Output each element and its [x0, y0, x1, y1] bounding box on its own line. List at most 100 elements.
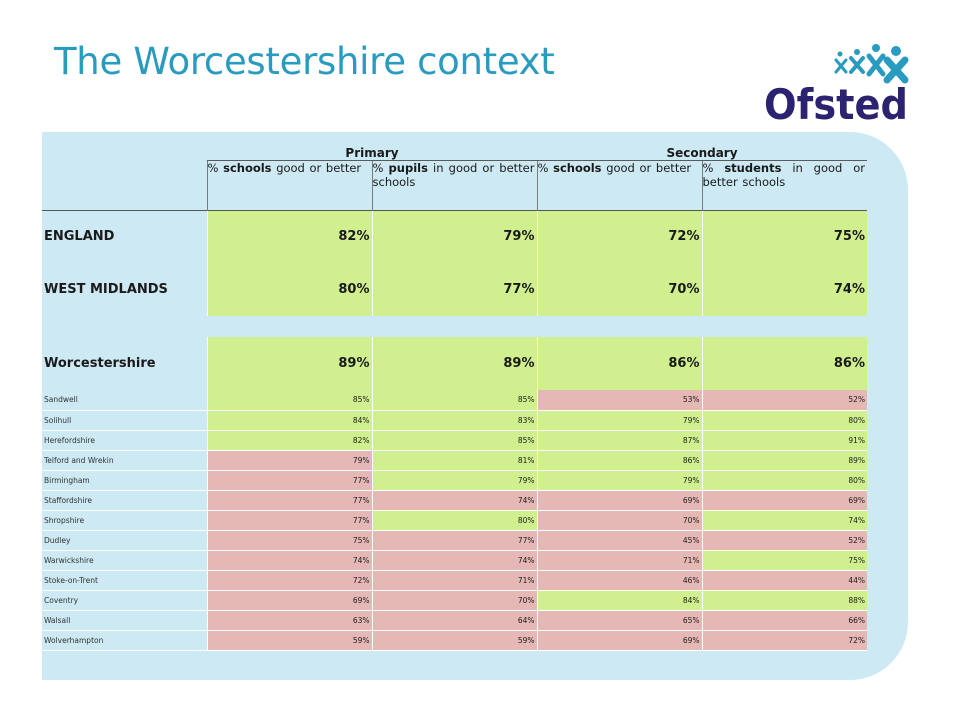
group-primary: Primary	[207, 142, 537, 161]
value-cell: 82%	[206, 209, 372, 263]
value-cell: 46%	[536, 570, 702, 591]
table-row-west-midlands: WEST MIDLANDS 80% 77% 70% 74%	[42, 263, 867, 316]
row-label: Stoke-on-Trent	[42, 570, 207, 591]
value-cell: 79%	[206, 450, 372, 471]
row-label: ENGLAND	[42, 209, 207, 263]
table-row: Solihull 84% 83% 79% 80%	[42, 410, 867, 431]
ofsted-logo: Ofsted	[764, 44, 909, 124]
schools-comparison-table: Primary Secondary % schools good or bett…	[42, 142, 867, 651]
value-cell: 83%	[371, 410, 537, 431]
value-cell: 71%	[536, 550, 702, 571]
value-cell: 89%	[206, 337, 372, 390]
value-cell: 63%	[206, 610, 372, 631]
value-cell: 75%	[206, 530, 372, 551]
value-cell: 69%	[206, 590, 372, 611]
value-cell: 65%	[536, 610, 702, 631]
value-cell: 80%	[701, 470, 867, 491]
value-cell: 52%	[701, 390, 867, 411]
value-cell: 77%	[206, 490, 372, 511]
value-cell: 77%	[371, 530, 537, 551]
value-cell: 69%	[536, 630, 702, 651]
table-row: Herefordshire 82% 85% 87% 91%	[42, 430, 867, 451]
row-label: Warwickshire	[42, 550, 207, 571]
value-cell: 75%	[701, 550, 867, 571]
stars-icon	[834, 44, 909, 84]
value-cell: 59%	[371, 630, 537, 651]
column-header-primary-pupils: % pupils in good or better schools	[371, 160, 537, 210]
value-cell: 86%	[536, 450, 702, 471]
local-authority-rows: Sandwell 85% 85% 53% 52% Solihull 84% 83% 79% 80%…	[42, 390, 867, 651]
page-title: The Worcestershire context	[54, 40, 555, 83]
table-row: Wolverhampton 59% 59% 69% 72%	[42, 630, 867, 651]
table-row: Telford and Wrekin 79% 81% 86% 89%	[42, 450, 867, 471]
table-row: Warwickshire 74% 74% 71% 75%	[42, 550, 867, 571]
value-cell: 74%	[206, 550, 372, 571]
table-row-worcestershire: Worcestershire 89% 89% 86% 86%	[42, 337, 867, 390]
group-secondary: Secondary	[537, 142, 867, 161]
row-label: Shropshire	[42, 510, 207, 531]
value-cell: 80%	[701, 410, 867, 431]
table-row: Stoke-on-Trent 72% 71% 46% 44%	[42, 570, 867, 591]
value-cell: 86%	[536, 337, 702, 390]
value-cell: 45%	[536, 530, 702, 551]
row-label: Sandwell	[42, 390, 207, 411]
value-cell: 70%	[536, 263, 702, 316]
value-cell: 70%	[536, 510, 702, 531]
value-cell: 88%	[701, 590, 867, 611]
row-label: Walsall	[42, 610, 207, 631]
group-header-row: Primary Secondary	[42, 142, 867, 161]
table-row-england: ENGLAND 82% 79% 72% 75%	[42, 209, 867, 263]
value-cell: 85%	[371, 390, 537, 411]
value-cell: 86%	[701, 337, 867, 390]
value-cell: 79%	[371, 470, 537, 491]
table-row: Sandwell 85% 85% 53% 52%	[42, 390, 867, 411]
value-cell: 82%	[206, 430, 372, 451]
spacer-row	[42, 316, 867, 337]
row-label: Solihull	[42, 410, 207, 431]
table-row: Walsall 63% 64% 65% 66%	[42, 610, 867, 631]
value-cell: 70%	[371, 590, 537, 611]
value-cell: 79%	[536, 410, 702, 431]
table-row: Staffordshire 77% 74% 69% 69%	[42, 490, 867, 511]
column-header-primary-schools: % schools good or better	[206, 160, 372, 210]
table-row: Coventry 69% 70% 84% 88%	[42, 590, 867, 611]
row-label: Coventry	[42, 590, 207, 611]
value-cell: 44%	[701, 570, 867, 591]
value-cell: 84%	[536, 590, 702, 611]
value-cell: 84%	[206, 410, 372, 431]
table-row: Dudley 75% 77% 45% 52%	[42, 530, 867, 551]
value-cell: 71%	[371, 570, 537, 591]
value-cell: 52%	[701, 530, 867, 551]
value-cell: 74%	[371, 550, 537, 571]
value-cell: 77%	[206, 470, 372, 491]
value-cell: 75%	[701, 209, 867, 263]
row-label: Birmingham	[42, 470, 207, 491]
value-cell: 87%	[536, 430, 702, 451]
value-cell: 74%	[701, 510, 867, 531]
value-cell: 69%	[536, 490, 702, 511]
row-label: Staffordshire	[42, 490, 207, 511]
value-cell: 69%	[701, 490, 867, 511]
column-header-secondary-students: % students in good or better schools	[701, 160, 867, 210]
value-cell: 80%	[371, 510, 537, 531]
value-cell: 85%	[206, 390, 372, 411]
value-cell: 74%	[371, 490, 537, 511]
value-cell: 81%	[371, 450, 537, 471]
value-cell: 79%	[371, 209, 537, 263]
row-label: WEST MIDLANDS	[44, 282, 168, 297]
value-cell: 72%	[701, 630, 867, 651]
value-cell: 89%	[701, 450, 867, 471]
value-cell: 72%	[536, 209, 702, 263]
value-cell: 74%	[701, 263, 867, 316]
value-cell: 79%	[536, 470, 702, 491]
value-cell: 77%	[371, 263, 537, 316]
ofsted-wordmark: Ofsted	[764, 80, 908, 124]
value-cell: 91%	[701, 430, 867, 451]
column-header-row: % schools good or better % pupils in goo…	[42, 160, 867, 210]
value-cell: 80%	[206, 263, 372, 316]
value-cell: 59%	[206, 630, 372, 651]
value-cell: 66%	[701, 610, 867, 631]
table-row: Birmingham 77% 79% 79% 80%	[42, 470, 867, 491]
row-label: Dudley	[42, 530, 207, 551]
value-cell: 89%	[371, 337, 537, 390]
